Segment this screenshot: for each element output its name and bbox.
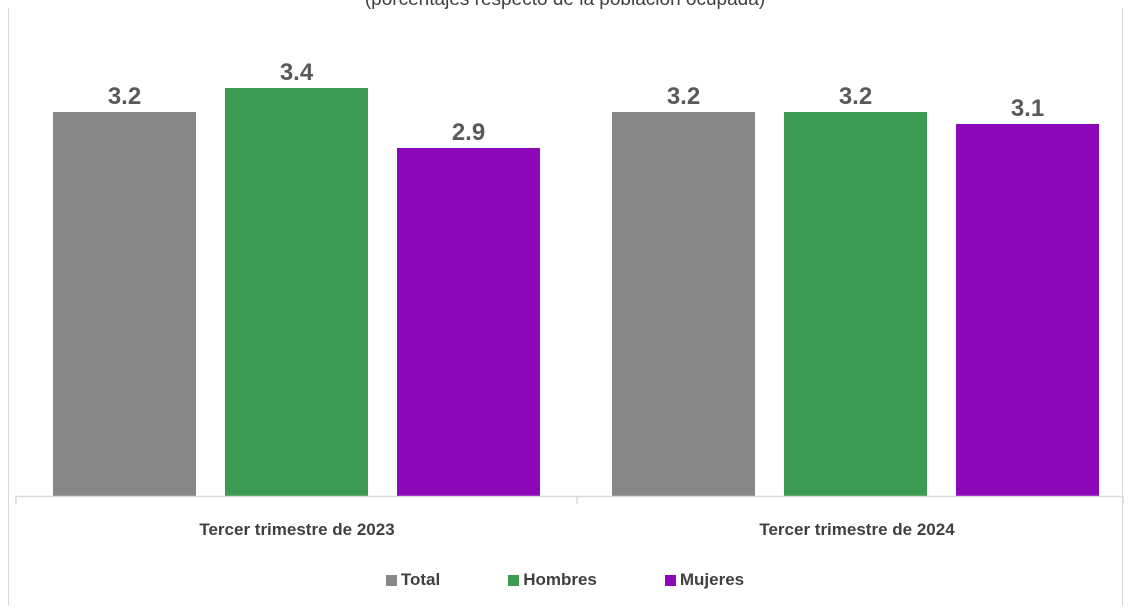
- bar-hombres-1: [225, 88, 368, 496]
- legend-item-total: Total: [385, 570, 441, 590]
- legend-label-total: Total: [400, 570, 441, 589]
- chart-subtitle: (porcentajes respecto de la población oc…: [0, 0, 1130, 11]
- legend-item-hombres: Hombres: [508, 570, 597, 590]
- legend-label-hombres: Hombres: [523, 570, 597, 589]
- value-label-mujeres-2: 3.1: [1011, 95, 1044, 122]
- bar-total-1: [53, 112, 196, 496]
- category-label-1: Tercer trimestre de 2023: [199, 520, 394, 539]
- x-axis: Tercer trimestre de 2023 Tercer trimestre…: [15, 495, 1124, 539]
- value-label-total-2: 3.2: [667, 83, 700, 110]
- legend-item-mujeres: Mujeres: [664, 570, 745, 590]
- value-label-total-1: 3.2: [108, 83, 141, 110]
- legend: Total Hombres Mujeres: [0, 570, 1130, 590]
- value-labels-layer: 3.2 3.4 2.9 3.2 3.2 3.1: [108, 59, 1044, 146]
- bar-mujeres-1: [397, 148, 540, 496]
- value-label-mujeres-1: 2.9: [452, 119, 485, 146]
- legend-swatch-mujeres: [664, 574, 676, 586]
- legend-swatch-total: [385, 574, 397, 586]
- bar-mujeres-2: [956, 124, 1099, 496]
- legend-label-mujeres: Mujeres: [679, 570, 745, 589]
- legend-swatch-hombres: [508, 574, 520, 586]
- category-label-2: Tercer trimestre de 2024: [759, 520, 955, 539]
- bar-hombres-2: [784, 112, 927, 496]
- value-label-hombres-2: 3.2: [839, 83, 872, 110]
- value-label-hombres-1: 3.4: [280, 59, 314, 86]
- bar-total-2: [612, 112, 755, 496]
- bars-layer: [53, 88, 1099, 496]
